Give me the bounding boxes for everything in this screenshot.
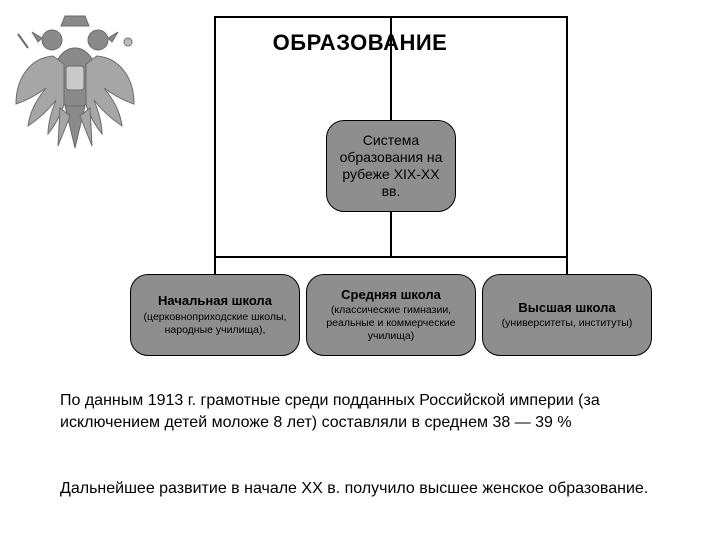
horizontal-bus-line xyxy=(214,256,567,258)
frame-left-line xyxy=(214,16,216,296)
leaf-secondary-school: Средняя школа (классические гимназии, ре… xyxy=(306,274,476,356)
page-title: ОБРАЗОВАНИЕ xyxy=(273,30,448,56)
center-node: Система образования на рубеже XIX-XX вв. xyxy=(326,120,456,212)
paragraph-literacy: По данным 1913 г. грамотные среди поддан… xyxy=(60,390,670,433)
paragraph-womens-education: Дальнейшее развитие в начале XX в. получ… xyxy=(60,478,670,500)
leaf-sub: (классические гимназии, реальные и комме… xyxy=(315,304,467,343)
center-node-text: Система образования на рубеже XIX-XX вв. xyxy=(335,132,447,199)
leaf-name: Средняя школа xyxy=(341,287,441,303)
leaf-sub: (церковноприходские школы, народные учил… xyxy=(139,311,291,337)
coat-of-arms-icon xyxy=(10,8,140,158)
leaf-name: Высшая школа xyxy=(518,300,615,316)
leaf-sub: (университеты, институты) xyxy=(502,317,633,330)
leaf-name: Начальная школа xyxy=(158,293,272,309)
frame-right-line xyxy=(566,16,568,296)
leaf-primary-school: Начальная школа (церковноприходские школ… xyxy=(130,274,300,356)
leaf-higher-school: Высшая школа (университеты, институты) xyxy=(482,274,652,356)
